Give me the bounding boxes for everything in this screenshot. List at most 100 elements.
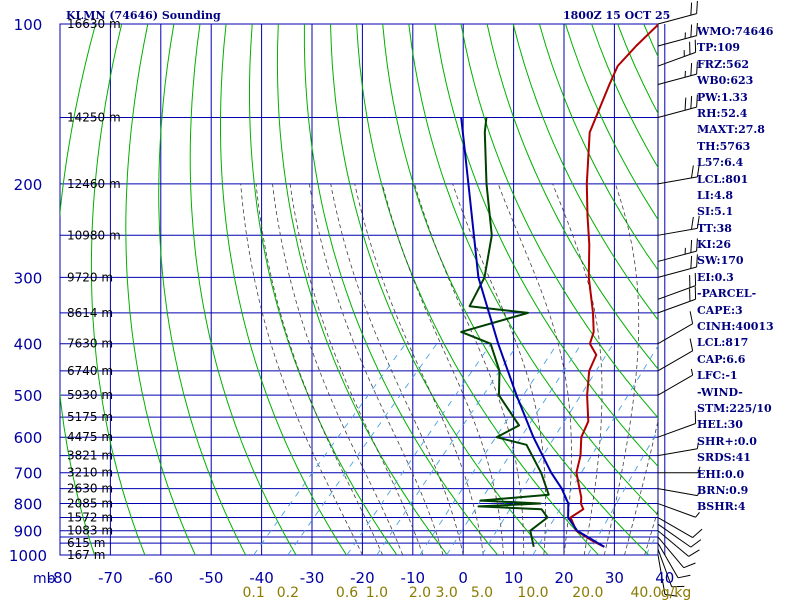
wind-barb bbox=[657, 0, 698, 25]
dry-adiabat bbox=[189, 24, 297, 555]
moist-adiabat bbox=[624, 419, 658, 555]
wind-barb bbox=[657, 548, 685, 588]
pressure-tick-label: 800 bbox=[14, 496, 43, 514]
chart-overlay bbox=[60, 24, 800, 555]
dry-adiabat bbox=[276, 24, 448, 555]
wind-barb bbox=[657, 368, 694, 396]
sounding-index: CAP:6.6 bbox=[697, 352, 746, 366]
sounding-index: LI:4.8 bbox=[697, 188, 734, 202]
moist-adiabat bbox=[452, 183, 546, 555]
temperature-tick-label: 20 bbox=[554, 569, 573, 587]
height-label: 5930 m bbox=[67, 388, 113, 402]
height-label: 3210 m bbox=[67, 466, 113, 480]
temperature-tick-label: -40 bbox=[249, 569, 274, 587]
wind-barb bbox=[657, 410, 697, 438]
sounding-index: SI:5.1 bbox=[697, 205, 734, 219]
sounding-index: TH:5763 bbox=[697, 139, 751, 153]
mixing-ratio-line bbox=[532, 345, 658, 555]
moist-adiabat bbox=[603, 183, 640, 555]
pressure-tick-label: 100 bbox=[14, 16, 43, 34]
mixing-ratio-label: 0.2 bbox=[277, 585, 299, 600]
wind-barb bbox=[657, 503, 700, 518]
plot-frame bbox=[59, 23, 659, 556]
temperature-tick-label: -20 bbox=[350, 569, 375, 587]
sounding-index: BRN:0.9 bbox=[697, 483, 749, 497]
moist-adiabat bbox=[255, 183, 383, 555]
sounding-index: -WIND- bbox=[697, 385, 743, 399]
moist-adiabat bbox=[354, 183, 484, 555]
temperature-profile bbox=[569, 24, 658, 548]
wind-barb bbox=[658, 466, 701, 474]
height-label: 16630 m bbox=[67, 17, 121, 31]
pressure-tick-label: 400 bbox=[14, 336, 43, 354]
sounding-index: KI:26 bbox=[697, 238, 732, 252]
height-label: 8614 m bbox=[67, 306, 113, 320]
height-label: 10980 m bbox=[67, 228, 121, 242]
wind-barb bbox=[657, 488, 701, 497]
dry-adiabat bbox=[220, 24, 347, 555]
temperature-tick-label: -30 bbox=[300, 569, 325, 587]
sounding-index: CINH:40013 bbox=[697, 320, 774, 334]
height-label: 3821 m bbox=[67, 449, 113, 463]
dry-adiabat bbox=[90, 24, 146, 555]
y-axis-unit-label: mb bbox=[33, 571, 56, 587]
sounding-index: PW:1.33 bbox=[697, 90, 748, 104]
pressure-tick-label: 1000 bbox=[9, 547, 47, 565]
chart-time: 1800Z 15 OCT 25 bbox=[563, 9, 671, 22]
pressure-tick-label: 900 bbox=[14, 523, 43, 541]
wind-barb bbox=[657, 272, 697, 300]
height-label: 167 m bbox=[67, 548, 105, 562]
height-label: 6740 m bbox=[67, 364, 113, 378]
mixing-ratio-line bbox=[587, 429, 658, 555]
parcel-profile bbox=[460, 117, 605, 548]
wind-barb bbox=[657, 311, 694, 345]
height-label: 1083 m bbox=[67, 524, 113, 538]
sounding-index: L57:6.4 bbox=[697, 156, 744, 170]
height-label: 4475 m bbox=[67, 430, 113, 444]
dry-adiabat bbox=[774, 24, 800, 555]
mixing-ratio-line bbox=[287, 343, 438, 555]
wind-barb bbox=[657, 442, 699, 457]
moist-adiabat bbox=[272, 183, 404, 555]
dry-adiabat bbox=[125, 24, 196, 555]
mixing-ratio-label: 0.6 bbox=[336, 585, 358, 600]
wind-barbs bbox=[657, 0, 703, 597]
dry-adiabat bbox=[303, 24, 499, 555]
sounding-indices: WMO:74646 TP:109 FRZ:562 WB0:623 PW:1.33 RH:5… bbox=[697, 24, 774, 516]
wind-barb bbox=[657, 164, 700, 185]
moist-adiabat bbox=[382, 183, 504, 555]
temperature-tick-label: -80 bbox=[48, 569, 73, 587]
dry-adiabat bbox=[249, 24, 398, 555]
sounding-index: EI:0.3 bbox=[697, 270, 734, 284]
mixing-ratio-line bbox=[419, 343, 558, 555]
sounding-index: HEL:30 bbox=[697, 418, 743, 432]
moist-adiabat bbox=[330, 183, 464, 555]
wind-barb bbox=[657, 523, 702, 548]
wind-barb bbox=[657, 254, 698, 278]
pressure-tick-label: 300 bbox=[14, 269, 43, 287]
wind-barb bbox=[657, 238, 698, 262]
height-label: 5175 m bbox=[67, 410, 113, 424]
temperature-tick-label: 0 bbox=[458, 569, 468, 587]
sounding-index: LFC:-1 bbox=[697, 369, 738, 383]
dry-adiabat bbox=[460, 24, 658, 419]
mixing-ratio-line bbox=[376, 343, 519, 555]
mixing-ratio-label: 40.0 bbox=[630, 585, 661, 600]
dry-adiabat bbox=[512, 24, 658, 321]
mixing-ratio-label: 3.0 bbox=[436, 585, 458, 600]
temperature-tick-label: -10 bbox=[401, 569, 426, 587]
temperature-tick-label: 40 bbox=[655, 569, 674, 587]
wind-barb bbox=[657, 338, 694, 372]
sounding-index: MAXT:27.8 bbox=[697, 123, 765, 137]
moist-adiabat bbox=[240, 183, 363, 555]
sounding-index: CAPE:3 bbox=[697, 303, 743, 317]
height-label: 7630 m bbox=[67, 337, 113, 351]
temperature-tick-label: -70 bbox=[98, 569, 123, 587]
mixing-ratio-line bbox=[446, 343, 582, 555]
dry-adiabat bbox=[538, 24, 658, 271]
mixing-ratio-label: 5.0 bbox=[471, 585, 493, 600]
mixing-ratio-line bbox=[481, 343, 614, 555]
wind-barb bbox=[657, 554, 678, 597]
dry-adiabat bbox=[158, 24, 247, 555]
temperature-tick-label: 10 bbox=[504, 569, 523, 587]
